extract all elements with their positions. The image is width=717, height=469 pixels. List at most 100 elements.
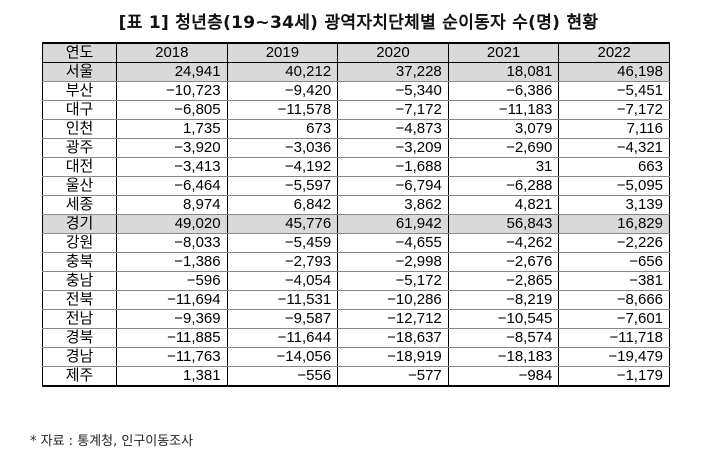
value-cell: −6,805 bbox=[116, 100, 228, 120]
value-cell: −10,723 bbox=[116, 81, 228, 101]
table-row: 경북 −11,885 −11,644 −18,637 −8,574 −11,718 bbox=[42, 328, 670, 348]
value-cell: −3,036 bbox=[226, 138, 339, 158]
value-cell: −11,718 bbox=[558, 328, 670, 348]
value-cell: 37,228 bbox=[337, 62, 449, 82]
table-title: [표 1] 청년층(19~34세) 광역자치단체별 순이동자 수(명) 현황 bbox=[118, 13, 599, 33]
column-header: 2020 bbox=[337, 43, 449, 63]
table-row: 대구 −6,805 −11,578 −7,172 −11,183 −7,172 bbox=[42, 100, 670, 120]
value-cell: −18,919 bbox=[337, 347, 449, 367]
value-cell: 8,974 bbox=[116, 195, 228, 215]
value-cell: −6,464 bbox=[116, 176, 228, 196]
column-header: 2018 bbox=[116, 43, 228, 63]
value-cell: −6,386 bbox=[447, 81, 560, 101]
value-cell: −381 bbox=[558, 271, 670, 291]
value-cell: 663 bbox=[558, 157, 670, 177]
value-cell: −8,574 bbox=[447, 328, 560, 348]
table-row: 전남 −9,369 −9,587 −12,712 −10,545 −7,601 bbox=[42, 309, 670, 329]
value-cell: 56,843 bbox=[447, 214, 560, 234]
table-row: 부산 −10,723 −9,420 −5,340 −6,386 −5,451 bbox=[42, 81, 670, 101]
value-cell: −2,793 bbox=[226, 252, 339, 272]
value-cell: −9,587 bbox=[226, 309, 339, 329]
value-cell: 1,381 bbox=[116, 366, 228, 387]
value-cell: −2,690 bbox=[447, 138, 560, 158]
table-row: 울산 −6,464 −5,597 −6,794 −6,288 −5,095 bbox=[42, 176, 670, 196]
value-cell: −11,694 bbox=[116, 290, 228, 310]
region-cell: 대구 bbox=[42, 100, 117, 120]
value-cell: −19,479 bbox=[558, 347, 670, 367]
value-cell: −11,578 bbox=[226, 100, 339, 120]
value-cell: −5,459 bbox=[226, 233, 339, 253]
region-cell: 경기 bbox=[42, 214, 117, 234]
value-cell: −11,763 bbox=[116, 347, 228, 367]
value-cell: −10,286 bbox=[337, 290, 449, 310]
value-cell: −11,183 bbox=[447, 100, 560, 120]
value-cell: −656 bbox=[558, 252, 670, 272]
value-cell: −984 bbox=[447, 366, 560, 387]
value-cell: −6,288 bbox=[447, 176, 560, 196]
value-cell: −4,655 bbox=[337, 233, 449, 253]
value-cell: −5,340 bbox=[337, 81, 449, 101]
value-cell: 3,079 bbox=[447, 119, 560, 139]
region-cell: 충남 bbox=[42, 271, 117, 291]
value-cell: 3,862 bbox=[337, 195, 449, 215]
value-cell: −11,885 bbox=[116, 328, 228, 348]
table-row: 충북 −1,386 −2,793 −2,998 −2,676 −656 bbox=[42, 252, 670, 272]
region-cell: 세종 bbox=[42, 195, 117, 215]
value-cell: 61,942 bbox=[337, 214, 449, 234]
region-cell: 충북 bbox=[42, 252, 117, 272]
table-row: 강원 −8,033 −5,459 −4,655 −4,262 −2,226 bbox=[42, 233, 670, 253]
value-cell: 3,139 bbox=[558, 195, 670, 215]
table-row: 세종 8,974 6,842 3,862 4,821 3,139 bbox=[42, 195, 670, 215]
value-cell: −3,209 bbox=[337, 138, 449, 158]
value-cell: 46,198 bbox=[558, 62, 670, 82]
value-cell: −4,192 bbox=[226, 157, 339, 177]
table-row: 제주 1,381 −556 −577 −984 −1,179 bbox=[42, 366, 670, 387]
value-cell: 45,776 bbox=[226, 214, 339, 234]
table-body: 서울 24,941 40,212 37,228 18,081 46,198 부산 −10,72… bbox=[42, 62, 670, 387]
value-cell: −8,219 bbox=[447, 290, 560, 310]
value-cell: −577 bbox=[337, 366, 449, 387]
value-cell: −10,545 bbox=[447, 309, 560, 329]
region-cell: 경남 bbox=[42, 347, 117, 367]
value-cell: 16,829 bbox=[558, 214, 670, 234]
region-cell: 울산 bbox=[42, 176, 117, 196]
value-cell: −14,056 bbox=[226, 347, 339, 367]
region-cell: 서울 bbox=[42, 62, 117, 82]
value-cell: −7,172 bbox=[337, 100, 449, 120]
value-cell: −1,179 bbox=[558, 366, 670, 387]
value-cell: −2,676 bbox=[447, 252, 560, 272]
column-header: 2022 bbox=[558, 43, 670, 63]
value-cell: −3,920 bbox=[116, 138, 228, 158]
value-cell: −5,095 bbox=[558, 176, 670, 196]
value-cell: −18,183 bbox=[447, 347, 560, 367]
value-cell: 24,941 bbox=[116, 62, 228, 82]
table-row: 경남 −11,763 −14,056 −18,919 −18,183 −19,479 bbox=[42, 347, 670, 367]
table-row: 서울 24,941 40,212 37,228 18,081 46,198 bbox=[42, 62, 670, 82]
value-cell: −4,321 bbox=[558, 138, 670, 158]
value-cell: −2,226 bbox=[558, 233, 670, 253]
value-cell: 1,735 bbox=[116, 119, 228, 139]
value-cell: 18,081 bbox=[447, 62, 560, 82]
region-cell: 대전 bbox=[42, 157, 117, 177]
value-cell: −11,644 bbox=[226, 328, 339, 348]
value-cell: −11,531 bbox=[226, 290, 339, 310]
value-cell: −18,637 bbox=[337, 328, 449, 348]
value-cell: 6,842 bbox=[226, 195, 339, 215]
value-cell: −7,172 bbox=[558, 100, 670, 120]
net-migration-table: 연도 2018 2019 2020 2021 2022 서울 24,941 40,2… bbox=[42, 42, 670, 387]
value-cell: −5,597 bbox=[226, 176, 339, 196]
value-cell: 31 bbox=[447, 157, 560, 177]
value-cell: −4,054 bbox=[226, 271, 339, 291]
region-cell: 강원 bbox=[42, 233, 117, 253]
table-header-row: 연도 2018 2019 2020 2021 2022 bbox=[42, 43, 670, 63]
table-row: 경기 49,020 45,776 61,942 56,843 16,829 bbox=[42, 214, 670, 234]
table-row: 대전 −3,413 −4,192 −1,688 31 663 bbox=[42, 157, 670, 177]
region-cell: 광주 bbox=[42, 138, 117, 158]
region-cell: 경북 bbox=[42, 328, 117, 348]
region-cell: 전남 bbox=[42, 309, 117, 329]
column-header: 2019 bbox=[226, 43, 339, 63]
table-row: 인천 1,735 673 −4,873 3,079 7,116 bbox=[42, 119, 670, 139]
source-note: * 자료 : 통계청, 인구이동조사 bbox=[30, 434, 194, 449]
value-cell: −6,794 bbox=[337, 176, 449, 196]
region-cell: 제주 bbox=[42, 366, 117, 387]
